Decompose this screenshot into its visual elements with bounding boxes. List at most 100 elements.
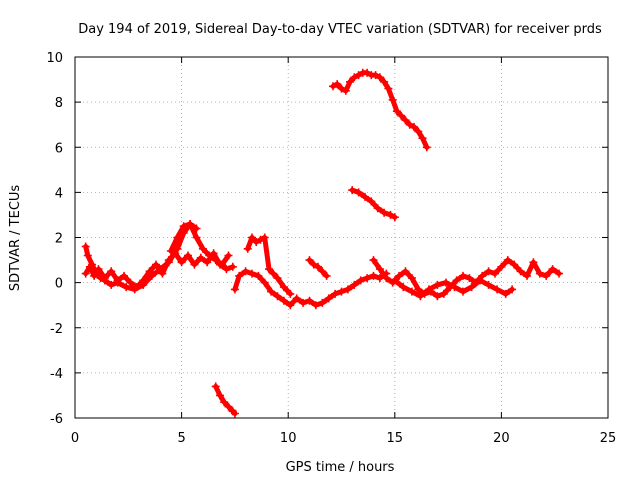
data-point	[384, 84, 393, 93]
data-point	[230, 285, 239, 294]
data-point	[273, 274, 282, 283]
data-point	[395, 271, 404, 280]
data-point	[158, 269, 167, 278]
data-point	[139, 280, 148, 289]
data-point	[192, 233, 201, 242]
data-point	[224, 251, 233, 260]
data-point	[548, 265, 557, 274]
data-point	[318, 267, 327, 276]
data-point	[363, 274, 372, 283]
data-point	[107, 280, 116, 289]
data-point	[156, 265, 165, 274]
data-point	[100, 276, 109, 285]
data-point	[269, 269, 278, 278]
data-point	[122, 283, 131, 292]
data-point	[529, 258, 538, 267]
axis-ticks: 0 5 10 15 20 25 -6 -4 -2 0 2 4 6 8 10	[46, 51, 616, 446]
data-point	[305, 256, 314, 265]
data-point	[254, 271, 263, 280]
data-point	[184, 251, 192, 260]
data-point	[416, 292, 425, 301]
data-point	[373, 204, 382, 213]
data-series	[81, 68, 563, 418]
data-point	[405, 120, 414, 129]
x-tick-label: 0	[71, 431, 79, 446]
data-point	[356, 276, 365, 285]
data-point	[211, 256, 220, 265]
data-point	[186, 220, 195, 228]
data-point	[459, 287, 467, 296]
data-point	[371, 71, 380, 80]
data-point	[81, 242, 90, 251]
y-tick-label: 4	[55, 186, 63, 201]
data-point	[367, 197, 376, 206]
data-point	[354, 71, 363, 80]
data-point	[382, 274, 391, 283]
data-point	[314, 262, 322, 271]
data-point	[309, 260, 318, 269]
data-point	[422, 143, 431, 152]
data-point	[450, 283, 459, 292]
data-point	[442, 278, 450, 287]
x-tick-label: 20	[493, 431, 510, 446]
data-point	[205, 251, 214, 260]
data-point	[230, 409, 239, 418]
data-point	[248, 233, 256, 242]
data-point	[83, 251, 92, 260]
data-point	[459, 271, 467, 280]
data-point	[190, 260, 199, 269]
data-point	[179, 222, 188, 231]
data-point	[375, 265, 384, 274]
data-point	[493, 285, 502, 294]
data-point	[369, 271, 378, 280]
y-tick-label: 0	[55, 277, 63, 292]
data-point	[256, 235, 265, 244]
y-tick-label: 6	[55, 141, 63, 156]
data-point	[120, 271, 128, 280]
data-point	[92, 269, 101, 278]
data-point	[433, 292, 442, 301]
data-point	[380, 208, 389, 217]
data-point	[88, 260, 97, 269]
data-point	[523, 271, 531, 280]
series-track-6	[245, 235, 293, 297]
y-tick-label: -6	[50, 412, 63, 427]
data-point	[152, 260, 160, 269]
y-tick-label: 10	[46, 51, 63, 66]
data-point	[322, 271, 331, 280]
data-point	[305, 296, 314, 305]
data-point	[516, 267, 525, 276]
data-point	[248, 269, 256, 278]
data-point	[354, 188, 363, 197]
x-tick-label: 10	[280, 431, 297, 446]
data-point	[375, 73, 384, 82]
data-point	[508, 285, 517, 294]
data-point	[401, 267, 410, 276]
data-point	[510, 260, 519, 269]
data-point	[126, 278, 135, 287]
data-point	[369, 256, 378, 265]
data-point	[535, 269, 544, 278]
data-point	[361, 192, 369, 201]
data-point	[476, 276, 485, 285]
grid	[75, 57, 608, 418]
data-point	[363, 68, 372, 77]
data-point	[279, 296, 288, 305]
data-point	[414, 127, 423, 136]
x-tick-label: 25	[600, 431, 617, 446]
data-point	[407, 287, 416, 296]
x-axis-label: GPS time / hours	[286, 460, 395, 475]
plot-frame	[74, 56, 609, 419]
data-point	[273, 292, 282, 301]
data-point	[418, 134, 427, 143]
data-point	[433, 280, 442, 289]
data-point	[299, 298, 308, 307]
data-point	[388, 95, 397, 104]
data-point	[96, 274, 105, 283]
data-point	[220, 398, 229, 407]
data-point	[501, 289, 510, 298]
data-point	[386, 210, 395, 219]
data-point	[392, 107, 401, 116]
data-point	[337, 84, 346, 93]
data-point	[286, 289, 295, 298]
